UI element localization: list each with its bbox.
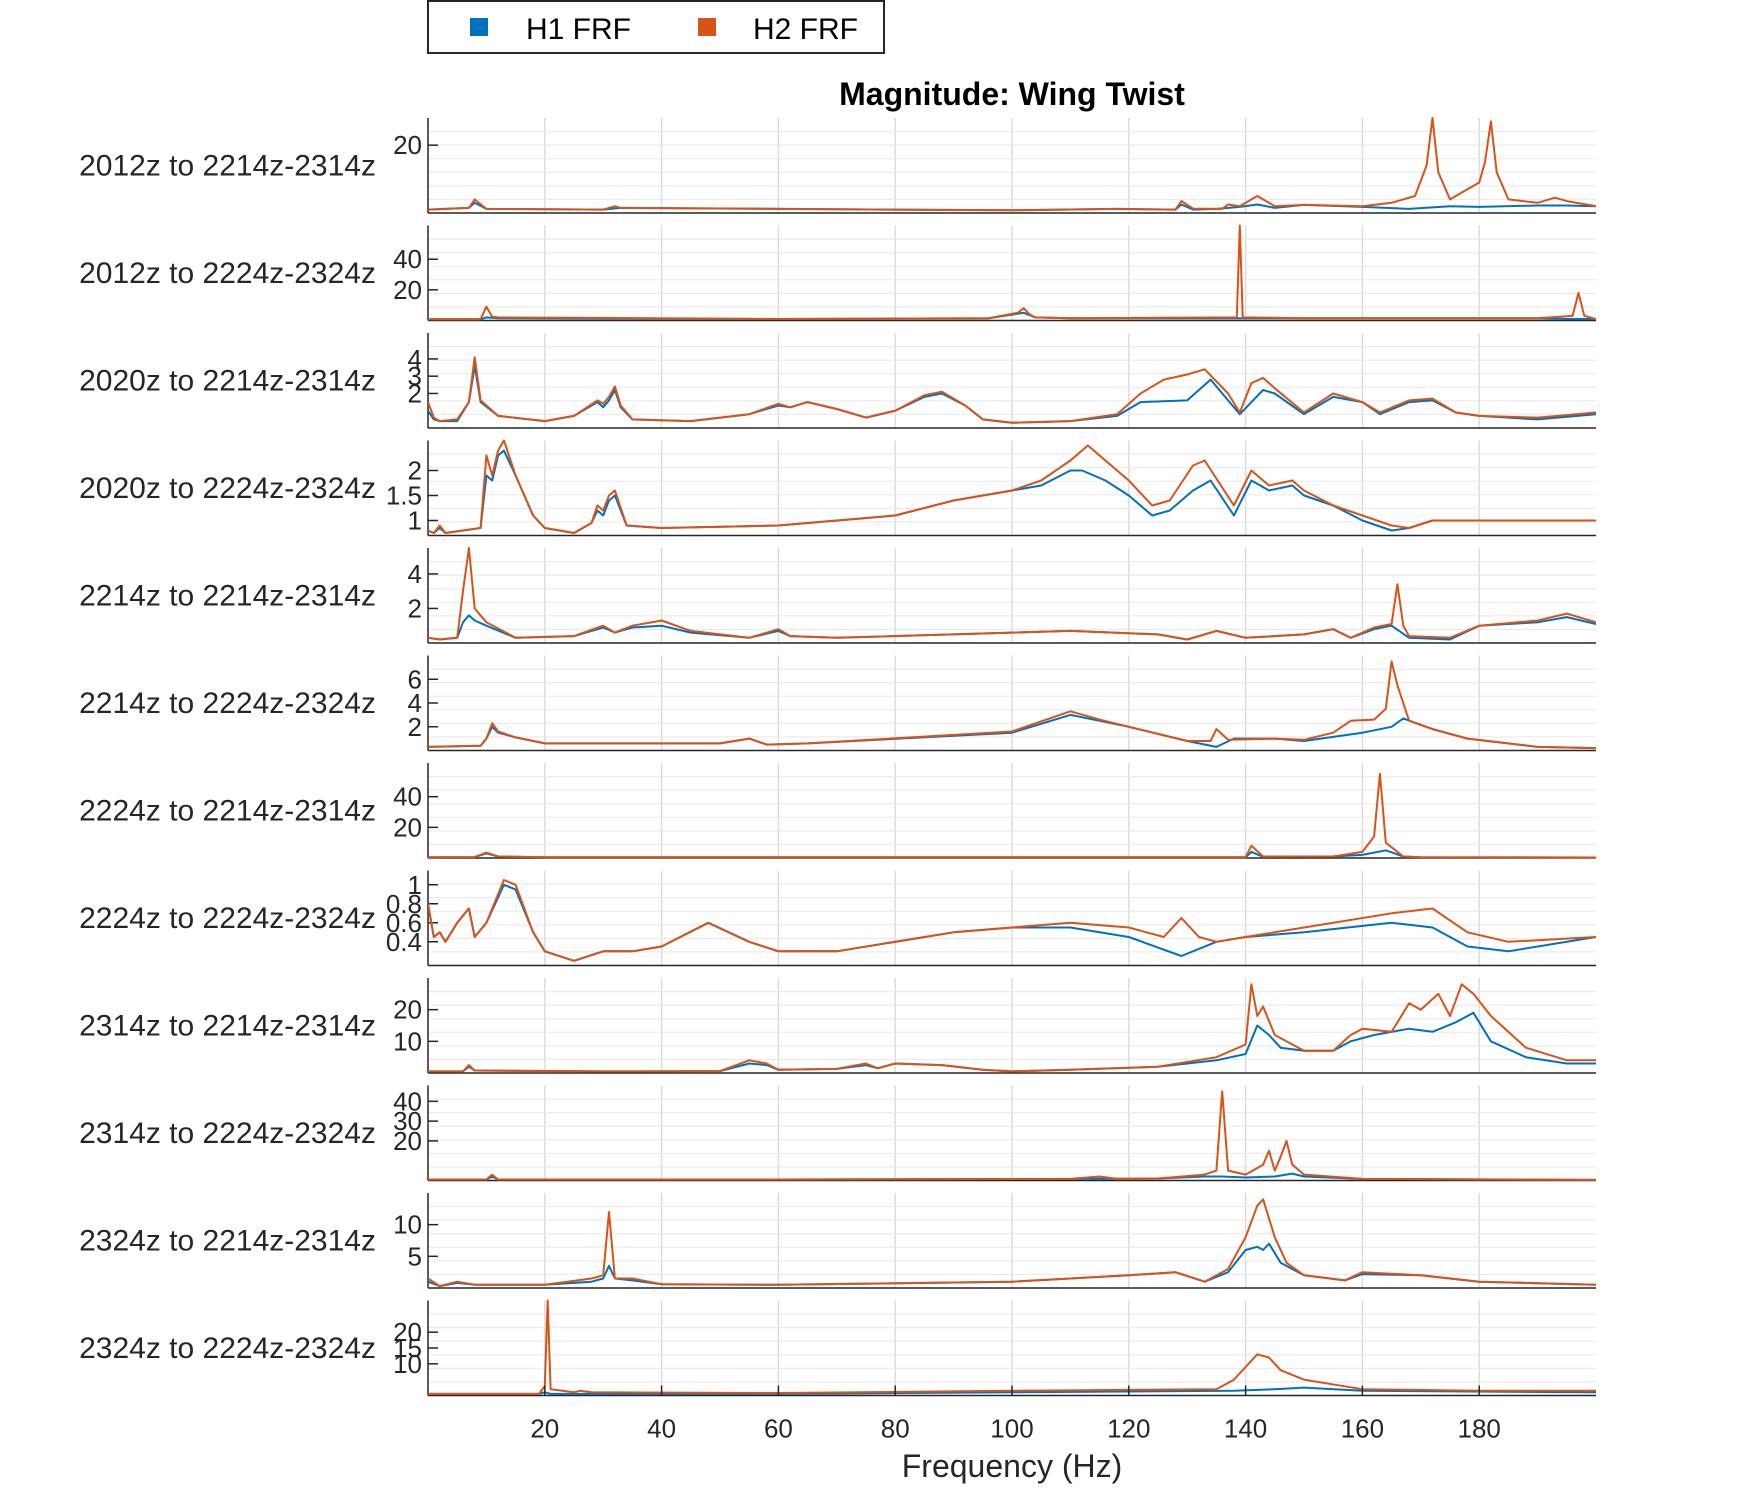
panel-label: 2020z to 2224z-2324z	[79, 472, 376, 505]
chart-title: Magnitude: Wing Twist	[839, 76, 1185, 112]
y-tick-label: 20	[393, 1317, 422, 1347]
legend-label-h2: H2 FRF	[753, 13, 858, 46]
y-tick-label: 3	[408, 361, 422, 391]
panel: 510 2324z to 2214z-2314z	[79, 1193, 1596, 1289]
y-tick-label: 0.6	[386, 908, 422, 938]
x-tick-label: 100	[990, 1414, 1033, 1444]
panel-label: 2314z to 2214z-2314z	[79, 1010, 376, 1043]
legend-swatch-h2	[698, 18, 716, 36]
y-tick-label: 10	[393, 1349, 422, 1379]
series-line-h2	[428, 660, 1596, 750]
y-tick-label: 5	[408, 1241, 422, 1271]
y-tick-label: 20	[393, 1126, 422, 1156]
series-line-h2	[428, 439, 1596, 534]
x-tick-label: 60	[764, 1414, 793, 1444]
y-tick-label: 40	[393, 1086, 422, 1116]
panel: 0.40.60.81 2224z to 2224z-2324z	[79, 870, 1596, 967]
y-tick-label: 6	[408, 664, 422, 694]
panel-label: 2214z to 2224z-2324z	[79, 687, 376, 720]
legend-label-h1: H1 FRF	[526, 13, 631, 46]
y-tick-label: 4	[408, 688, 422, 718]
y-tick-label: 30	[393, 1106, 422, 1136]
panel-label: 2214z to 2214z-2314z	[79, 580, 376, 613]
series-line-h2	[428, 983, 1596, 1073]
panel: 20 2012z to 2214z-2314z	[79, 117, 1596, 214]
panel-label: 2012z to 2214z-2314z	[79, 150, 376, 183]
y-tick-label: 10	[393, 1210, 422, 1240]
panel-label: 2324z to 2224z-2324z	[79, 1332, 376, 1365]
panel: 246 2214z to 2224z-2324z	[79, 655, 1596, 752]
panel-label: 2224z to 2224z-2324z	[79, 902, 376, 935]
y-tick-label: 0.4	[386, 927, 422, 957]
y-tick-label: 0.8	[386, 889, 422, 919]
y-tick-label: 1	[408, 506, 422, 536]
series-line-h2	[428, 356, 1596, 424]
legend: H1 FRF H2 FRF	[427, 0, 885, 54]
panel: 2 4 2214z to 2214z-2314z	[79, 547, 1596, 644]
panel-label: 2314z to 2224z-2324z	[79, 1117, 376, 1150]
y-tick-label: 20	[393, 812, 422, 842]
y-tick-label: 2	[408, 712, 422, 742]
y-tick-label: 2	[408, 593, 422, 623]
x-tick-label: 40	[647, 1414, 676, 1444]
y-tick-label: 4	[408, 344, 422, 374]
panel: 234 2020z to 2214z-2314z	[79, 333, 1596, 429]
panel: 11.52 2020z to 2224z-2324z	[79, 439, 1596, 537]
series-line-h2	[428, 547, 1596, 641]
series-line-h2	[428, 1090, 1596, 1181]
x-axis-label: Frequency (Hz)	[902, 1448, 1123, 1484]
x-tick-label: 180	[1458, 1414, 1501, 1444]
y-tick-label: 20	[393, 275, 422, 305]
x-tick-label: 20	[530, 1414, 559, 1444]
y-tick-label: 15	[393, 1333, 422, 1363]
x-tick-label: 80	[881, 1414, 910, 1444]
y-tick-label: 10	[393, 1026, 422, 1056]
series-line-h2	[428, 117, 1596, 212]
panel-label: 2224z to 2214z-2314z	[79, 795, 376, 828]
y-tick-label: 1.5	[386, 481, 422, 511]
legend-box	[427, 0, 885, 54]
series-line-h2	[428, 879, 1596, 962]
panel-label: 2020z to 2214z-2314z	[79, 365, 376, 398]
panel-label: 2012z to 2224z-2324z	[79, 257, 376, 290]
y-tick-label: 2	[408, 456, 422, 486]
y-tick-label: 40	[393, 244, 422, 274]
y-tick-label: 20	[393, 130, 422, 160]
y-tick-label: 40	[393, 782, 422, 812]
series-line-h2	[428, 224, 1596, 321]
series-line-h2	[428, 1299, 1596, 1395]
x-tick-label: 120	[1107, 1414, 1150, 1444]
legend-swatch-h1	[470, 18, 488, 36]
series-line-h2	[428, 772, 1596, 859]
y-tick-label: 1	[408, 870, 422, 900]
series-line-h2	[428, 1198, 1596, 1288]
panel-label: 2324z to 2214z-2314z	[79, 1225, 376, 1258]
y-tick-label: 4	[408, 559, 422, 589]
y-tick-label: 20	[393, 995, 422, 1025]
y-tick-label: 2	[408, 378, 422, 408]
x-tick-label: 140	[1224, 1414, 1267, 1444]
x-axis: 20 40 60 80 100 120 140 160 180	[530, 1385, 1501, 1444]
x-tick-label: 160	[1341, 1414, 1384, 1444]
